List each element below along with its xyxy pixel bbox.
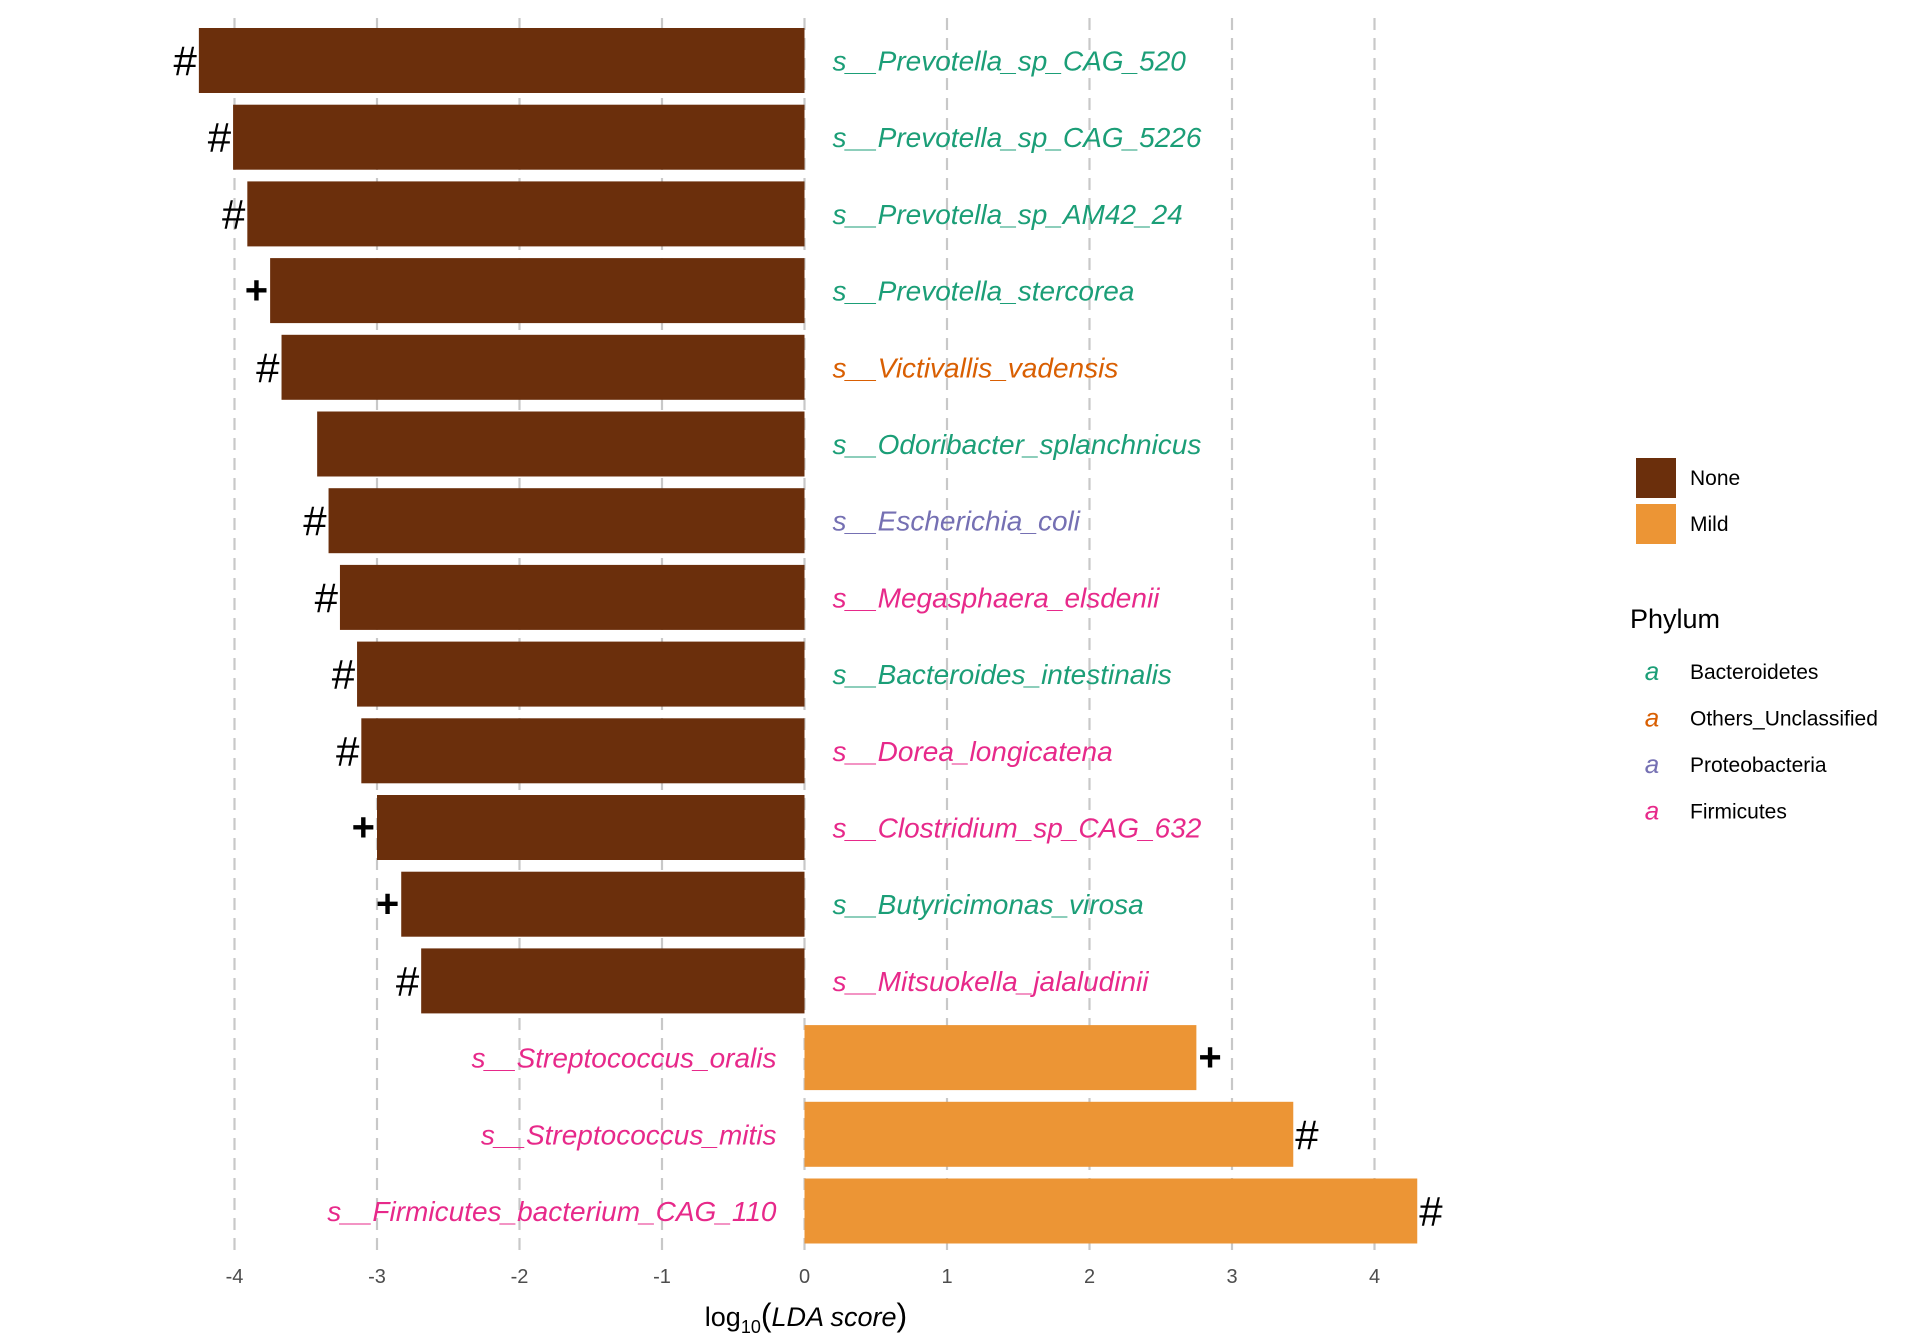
bar — [233, 104, 805, 170]
bar — [339, 564, 805, 630]
significance-marker: # — [332, 651, 356, 698]
species-label: s__Mitsuokella_jalaludinii — [833, 966, 1150, 997]
bars — [198, 28, 1418, 1244]
x-tick-label: 2 — [1084, 1266, 1095, 1288]
x-axis-label: log10(LDA score) — [705, 1297, 907, 1337]
legend-group: None Mild — [1636, 458, 1740, 544]
significance-marker: # — [396, 958, 420, 1005]
x-axis-label-log: log — [705, 1302, 741, 1332]
legend-phylum-label: Others_Unclassified — [1690, 708, 1878, 731]
significance-marker: + — [352, 806, 375, 850]
species-label: s__Clostridium_sp_CAG_632 — [833, 813, 1202, 844]
significance-marker: # — [256, 344, 280, 391]
legend-phylum-title: Phylum — [1630, 604, 1720, 634]
bar — [401, 871, 805, 937]
legend-label: None — [1690, 467, 1740, 490]
x-tick-label: -4 — [226, 1266, 244, 1288]
significance-marker: # — [174, 38, 198, 85]
legend-label: Mild — [1690, 513, 1729, 536]
legend-key-none — [1636, 458, 1676, 498]
x-tick-label: 1 — [941, 1266, 952, 1288]
bar — [361, 718, 805, 784]
species-label: s__Prevotella_sp_AM42_24 — [833, 199, 1183, 230]
significance-marker: + — [1198, 1036, 1221, 1080]
legend-phylum-label: Proteobacteria — [1690, 754, 1827, 777]
species-label: s__Dorea_longicatena — [833, 736, 1113, 767]
x-tick-label: 3 — [1226, 1266, 1237, 1288]
legend-phylum-glyph: a — [1645, 703, 1659, 733]
bar — [198, 28, 805, 93]
x-axis-label-close-paren: ) — [897, 1297, 908, 1333]
bar — [328, 488, 805, 554]
species-label: s__Streptococcus_mitis — [481, 1119, 777, 1150]
species-label: s__Streptococcus_oralis — [471, 1043, 776, 1074]
legend-phylum-glyph: a — [1645, 656, 1659, 686]
legend-key-mild — [1636, 504, 1676, 544]
bar — [357, 641, 805, 707]
significance-markers: ###+#####++#+## — [174, 38, 1444, 1236]
species-label: s__Firmicutes_bacterium_CAG_110 — [327, 1196, 777, 1227]
bar — [377, 795, 805, 860]
bar — [281, 334, 805, 400]
x-axis-label-italic: LDA score — [772, 1302, 897, 1332]
x-axis-label-open-paren: ( — [761, 1297, 772, 1333]
species-label: s__Odoribacter_splanchnicus — [833, 429, 1202, 460]
bar — [247, 181, 805, 247]
bar — [804, 1178, 1418, 1244]
x-tick-label: -3 — [368, 1266, 386, 1288]
bar — [421, 948, 805, 1014]
legend-phylum-glyph: a — [1645, 749, 1659, 779]
species-labels: s__Prevotella_sp_CAG_520 s__Prevotella_sp… — [327, 46, 1202, 1228]
x-axis-ticks: -4 -3 -2 -1 0 1 2 3 4 — [226, 1266, 1380, 1288]
significance-marker: # — [1419, 1188, 1443, 1235]
legend-phylum: Phylum a Bacteroidetes a Others_Unclassifie… — [1630, 604, 1878, 826]
x-tick-label: -1 — [653, 1266, 671, 1288]
significance-marker: # — [208, 114, 232, 161]
bar — [317, 411, 805, 477]
species-label: s__Prevotella_sp_CAG_520 — [833, 46, 1187, 77]
bar — [804, 1025, 1197, 1091]
species-label: s__Butyricimonas_virosa — [833, 889, 1144, 920]
x-axis-label-subscript: 10 — [741, 1317, 761, 1337]
legend-phylum-label: Bacteroidetes — [1690, 661, 1818, 684]
bar — [270, 258, 805, 324]
significance-marker: # — [315, 574, 339, 621]
significance-marker: + — [376, 882, 399, 926]
x-tick-label: -2 — [511, 1266, 529, 1288]
species-label: s__Megasphaera_elsdenii — [833, 582, 1161, 613]
significance-marker: # — [222, 191, 246, 238]
bar — [804, 1101, 1294, 1167]
species-label: s__Victivallis_vadensis — [833, 352, 1119, 383]
x-tick-label: 0 — [799, 1266, 810, 1288]
species-label: s__Bacteroides_intestinalis — [833, 659, 1172, 690]
x-tick-label: 4 — [1369, 1266, 1380, 1288]
legend-phylum-label: Firmicutes — [1690, 801, 1787, 824]
species-label: s__Escherichia_coli — [833, 506, 1081, 537]
significance-marker: # — [303, 498, 327, 545]
legend-phylum-glyph: a — [1645, 796, 1659, 826]
species-label: s__Prevotella_sp_CAG_5226 — [833, 122, 1202, 153]
significance-marker: + — [245, 269, 268, 313]
significance-marker: # — [1295, 1111, 1319, 1158]
significance-marker: # — [336, 728, 360, 775]
species-label: s__Prevotella_stercorea — [833, 276, 1135, 307]
